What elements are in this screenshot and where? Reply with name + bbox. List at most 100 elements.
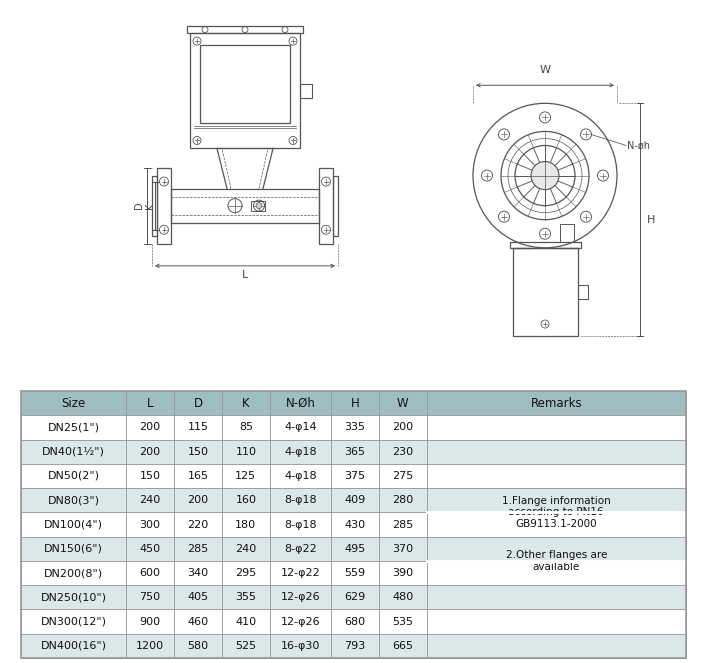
Bar: [21, 440, 686, 464]
Bar: [21, 609, 686, 634]
Bar: [21, 561, 686, 585]
Text: DN400(16"): DN400(16"): [41, 641, 107, 651]
Text: 535: 535: [392, 617, 413, 627]
Bar: [21, 512, 686, 536]
Bar: [578, 285, 588, 299]
Text: 355: 355: [235, 592, 257, 602]
Text: 85: 85: [239, 422, 253, 432]
Text: 409: 409: [344, 495, 366, 505]
Text: Size: Size: [62, 396, 86, 410]
Text: 200: 200: [139, 422, 160, 432]
Text: 559: 559: [344, 568, 366, 578]
Text: 1200: 1200: [136, 641, 164, 651]
Text: 180: 180: [235, 520, 257, 530]
Bar: [21, 415, 686, 440]
Text: 430: 430: [344, 520, 366, 530]
Bar: [560, 223, 574, 242]
Circle shape: [256, 203, 262, 209]
Text: 16-φ30: 16-φ30: [281, 641, 320, 651]
Text: N-Øh: N-Øh: [286, 396, 315, 410]
Text: 1.Flange information
according to PN16
GB9113.1-2000: 1.Flange information according to PN16 G…: [502, 496, 611, 529]
Circle shape: [531, 162, 559, 190]
Text: 495: 495: [344, 544, 366, 554]
Text: 220: 220: [187, 520, 209, 530]
Text: 450: 450: [139, 544, 160, 554]
Bar: [300, 84, 312, 98]
Text: 370: 370: [392, 544, 413, 554]
Text: 600: 600: [140, 568, 160, 578]
Text: 280: 280: [392, 495, 414, 505]
Text: D: D: [134, 202, 144, 210]
Text: H: H: [647, 215, 655, 225]
Text: DN300(12"): DN300(12"): [41, 617, 107, 627]
Text: 150: 150: [140, 471, 160, 481]
Text: Remarks: Remarks: [530, 396, 582, 410]
Text: L: L: [242, 270, 248, 280]
Text: 335: 335: [344, 422, 366, 432]
Text: W: W: [397, 396, 409, 410]
Text: 365: 365: [344, 447, 366, 457]
Text: 300: 300: [140, 520, 160, 530]
Text: L: L: [147, 396, 153, 410]
Text: W: W: [539, 65, 551, 75]
Text: 2.Other flanges are
available: 2.Other flanges are available: [506, 550, 607, 572]
Text: 12-φ22: 12-φ22: [281, 568, 320, 578]
Text: 580: 580: [187, 641, 209, 651]
Bar: [319, 168, 333, 244]
Text: 165: 165: [187, 471, 209, 481]
Text: 793: 793: [344, 641, 366, 651]
Text: 240: 240: [139, 495, 160, 505]
Text: 200: 200: [392, 422, 413, 432]
Bar: [21, 391, 686, 415]
Text: 160: 160: [235, 495, 257, 505]
Text: 8-φ18: 8-φ18: [284, 495, 317, 505]
Text: 285: 285: [392, 520, 414, 530]
Bar: [190, 33, 300, 149]
Text: 275: 275: [392, 471, 414, 481]
Bar: [510, 242, 581, 248]
Text: K: K: [145, 202, 155, 209]
Bar: [21, 536, 686, 561]
Text: 405: 405: [187, 592, 209, 602]
Text: 8-φ18: 8-φ18: [284, 520, 317, 530]
Text: 125: 125: [235, 471, 257, 481]
Text: 665: 665: [392, 641, 413, 651]
Text: 12-φ26: 12-φ26: [281, 592, 320, 602]
Text: 680: 680: [344, 617, 366, 627]
Text: 230: 230: [392, 447, 413, 457]
Bar: [21, 488, 686, 512]
Text: 525: 525: [235, 641, 257, 651]
Text: 4-φ14: 4-φ14: [284, 422, 317, 432]
Bar: [200, 45, 290, 123]
Text: 460: 460: [187, 617, 209, 627]
Text: 295: 295: [235, 568, 257, 578]
Text: D: D: [194, 396, 202, 410]
Bar: [21, 464, 686, 488]
Text: 150: 150: [187, 447, 209, 457]
Text: 200: 200: [187, 495, 209, 505]
Text: DN40(1½"): DN40(1½"): [42, 447, 105, 457]
Bar: [171, 188, 319, 223]
Text: 750: 750: [139, 592, 160, 602]
Text: DN100(4"): DN100(4"): [45, 520, 103, 530]
Bar: [21, 585, 686, 609]
Text: DN250(10"): DN250(10"): [41, 592, 107, 602]
Text: DN200(8"): DN200(8"): [44, 568, 103, 578]
Text: 390: 390: [392, 568, 413, 578]
Bar: [513, 248, 578, 336]
Text: 4-φ18: 4-φ18: [284, 471, 317, 481]
Text: 12-φ26: 12-φ26: [281, 617, 320, 627]
Text: N-øh: N-øh: [627, 141, 650, 151]
Text: 480: 480: [392, 592, 414, 602]
Text: 8-φ22: 8-φ22: [284, 544, 317, 554]
Bar: [157, 168, 171, 244]
Text: K: K: [242, 396, 250, 410]
Text: DN50(2"): DN50(2"): [47, 471, 100, 481]
Text: 285: 285: [187, 544, 209, 554]
Text: DN80(3"): DN80(3"): [47, 495, 100, 505]
Text: 240: 240: [235, 544, 257, 554]
Bar: [251, 201, 265, 211]
Bar: [21, 634, 686, 658]
Text: H: H: [351, 396, 359, 410]
Text: 375: 375: [344, 471, 366, 481]
